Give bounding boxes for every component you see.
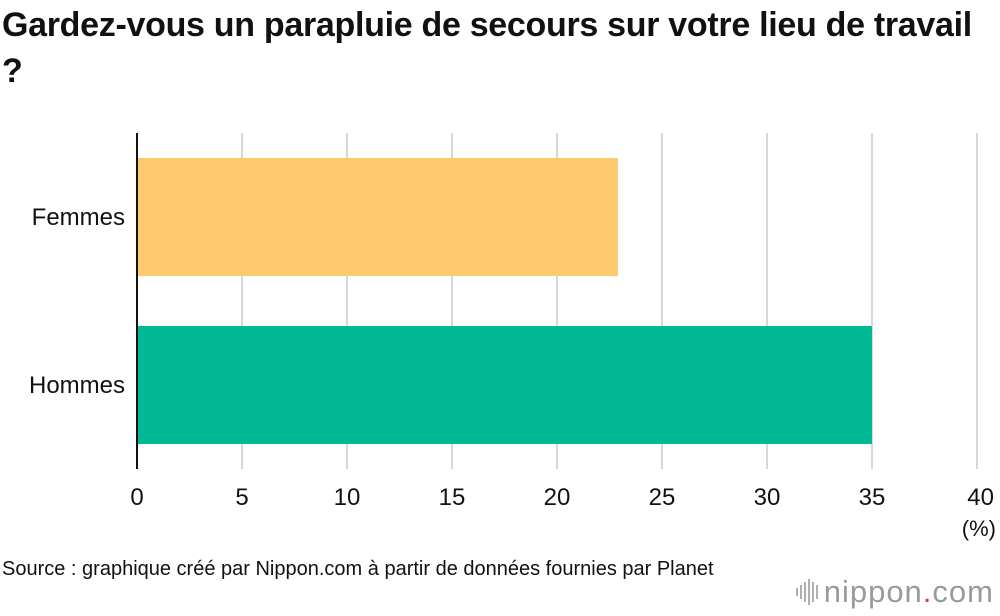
bar-hommes xyxy=(137,326,872,444)
logo-text: nippon.com xyxy=(824,575,994,609)
category-label-hommes: Hommes xyxy=(29,372,125,399)
x-tick-label-35: 35 xyxy=(859,484,886,511)
x-tick-label-10: 10 xyxy=(334,484,361,511)
logo-word: nippon xyxy=(823,574,923,609)
axis-labels: Femmes Hommes 0 5 10 15 20 25 30 35 40 (%) xyxy=(29,204,996,541)
source-note: Source : graphique créé par Nippon.com à… xyxy=(2,558,714,580)
chart-title: Gardez-vous un parapluie de secours sur … xyxy=(2,6,972,90)
logo-dot: . xyxy=(922,574,933,609)
nippon-logo: nippon.com xyxy=(795,575,994,609)
x-tick-label-40: 40 xyxy=(967,484,994,511)
x-tick-label-5: 5 xyxy=(235,484,248,511)
logo-bars-icon xyxy=(795,579,818,605)
bars xyxy=(137,158,872,444)
x-tick-label-15: 15 xyxy=(439,484,466,511)
x-tick-label-0: 0 xyxy=(130,484,143,511)
x-axis-unit-label: (%) xyxy=(962,516,996,541)
bar-femmes xyxy=(137,158,618,276)
category-label-femmes: Femmes xyxy=(32,204,125,231)
x-tick-label-30: 30 xyxy=(754,484,781,511)
logo-suffix: com xyxy=(932,574,994,609)
x-tick-label-20: 20 xyxy=(544,484,571,511)
x-tick-label-25: 25 xyxy=(649,484,676,511)
